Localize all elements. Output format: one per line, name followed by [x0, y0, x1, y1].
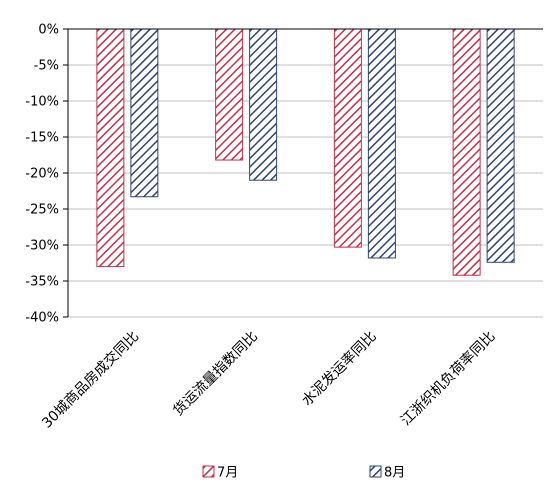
legend-swatch — [369, 465, 382, 478]
category-label: 30城商品房成交同比 — [38, 328, 142, 432]
legend-swatch — [202, 465, 215, 478]
legend: 7月 8月 — [202, 465, 405, 481]
legend-label: 8月 — [384, 466, 405, 481]
bar-jul — [215, 28, 244, 161]
y-tick-label: -15% — [25, 131, 59, 146]
bar-aug — [249, 28, 278, 181]
y-tick-label: -10% — [25, 95, 59, 110]
bar-jul — [96, 28, 125, 268]
y-tick-label: -25% — [25, 203, 59, 218]
y-tick-label: -30% — [25, 239, 59, 254]
legend-label: 7月 — [217, 466, 238, 481]
y-tick-label: -40% — [25, 311, 59, 326]
bar-aug — [130, 28, 159, 198]
y-tick-label: -35% — [25, 275, 59, 290]
bar-aug — [367, 28, 396, 259]
y-axis: 0% -5% -10% -15% -20% -25% -30% -35% -40% — [25, 23, 543, 326]
bar-jul — [333, 28, 362, 248]
category-label: 江浙织机负荷率同比 — [397, 328, 498, 429]
category-labels: 30城商品房成交同比 货运流量指数同比 水泥发运率同比 江浙织机负荷率同比 — [38, 328, 498, 432]
bar-aug — [486, 28, 515, 263]
y-tick-label: -5% — [34, 59, 59, 74]
category-label: 水泥发运率同比 — [298, 328, 379, 409]
bars — [96, 28, 515, 276]
y-tick-label: 0% — [38, 23, 59, 38]
bar-jul — [452, 28, 481, 276]
category-label: 货运流量指数同比 — [170, 328, 261, 419]
y-tick-label: -20% — [25, 167, 59, 182]
